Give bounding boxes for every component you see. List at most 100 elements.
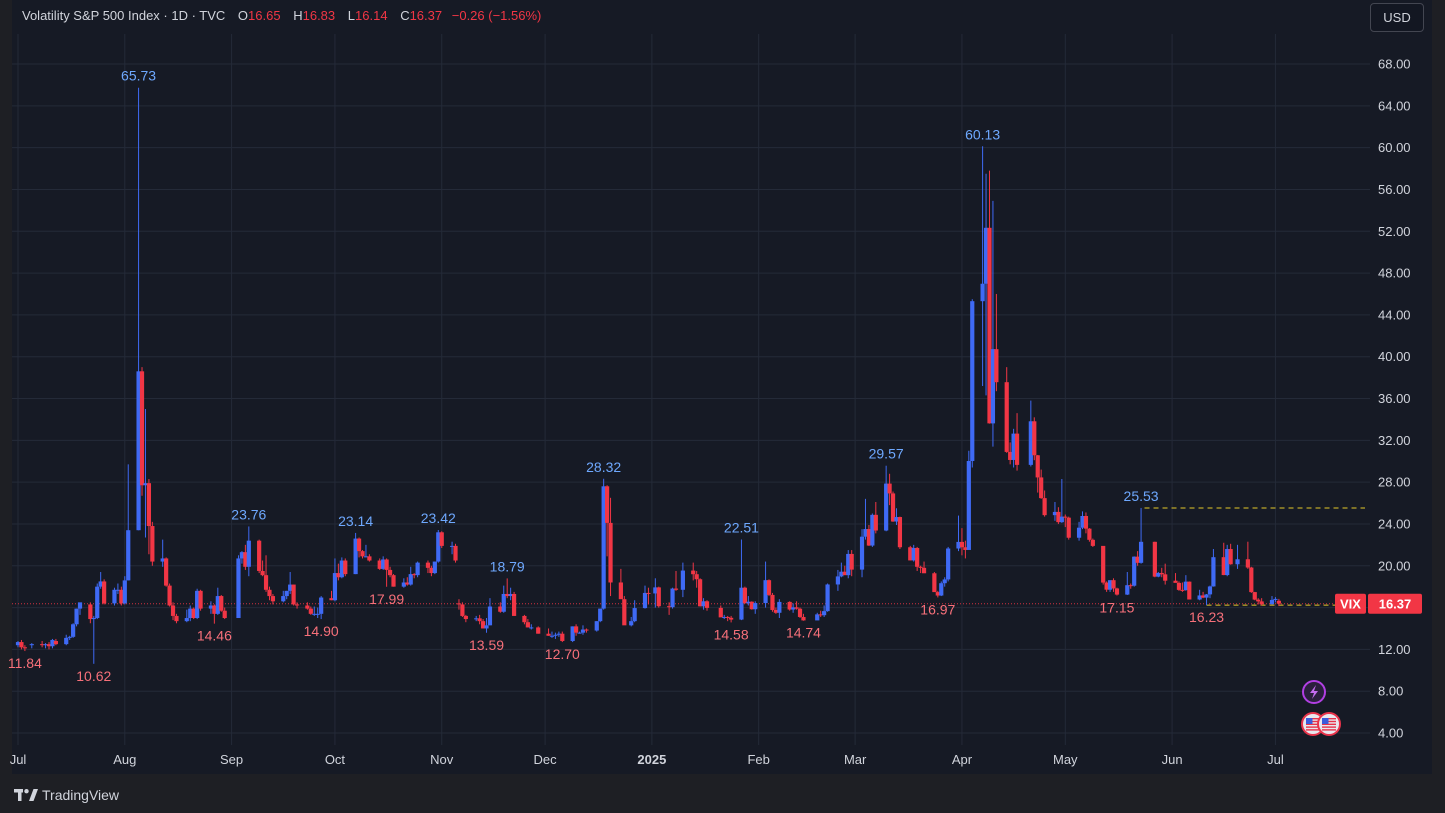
flag-stripe <box>1322 718 1336 720</box>
y-tick-label: 68.00 <box>1378 57 1411 72</box>
candle <box>1083 512 1089 534</box>
annotation-high: 65.73 <box>121 68 156 84</box>
candle-body <box>436 532 441 562</box>
event-icons[interactable] <box>1301 680 1341 736</box>
candle <box>508 587 513 601</box>
candle-body <box>859 536 865 570</box>
x-tick-label: Apr <box>952 752 973 767</box>
candle-body <box>315 613 320 615</box>
candle-body <box>160 558 165 562</box>
candle <box>939 581 944 597</box>
candle <box>894 508 899 525</box>
currency-button[interactable]: USD <box>1370 3 1424 32</box>
flag-stripe <box>1322 720 1336 723</box>
change-value: −0.26 (−1.56%) <box>451 8 542 23</box>
tradingview-branding[interactable]: TradingView <box>14 787 119 803</box>
candle-body <box>88 604 93 620</box>
candle <box>1249 566 1254 593</box>
lightning-event-icon[interactable] <box>1302 680 1326 704</box>
candle <box>1152 541 1157 578</box>
candle <box>729 615 734 623</box>
candle-body <box>505 593 510 597</box>
candle <box>112 587 117 606</box>
candle-body <box>598 608 603 622</box>
candle <box>408 566 413 586</box>
candle <box>815 612 820 621</box>
candle <box>770 592 775 612</box>
candle-body <box>911 547 916 561</box>
candle <box>739 539 744 621</box>
candle <box>329 590 334 601</box>
candle-body <box>842 571 847 576</box>
candle-body <box>50 639 55 647</box>
candle <box>1032 417 1037 461</box>
candle-body <box>956 541 961 549</box>
annotation-high: 60.13 <box>965 126 1000 142</box>
candle-body <box>1087 528 1092 540</box>
candle-body <box>1066 517 1071 538</box>
candle-body <box>19 642 24 648</box>
candle <box>64 634 69 646</box>
price-annotations: 11.84 10.62 65.73 14.46 23.76 14.90 23.14 17.99… <box>8 68 1224 684</box>
candle-body <box>863 529 868 537</box>
candle-body <box>46 644 52 647</box>
candle-body <box>749 601 754 610</box>
candle-body <box>246 540 251 567</box>
candle-body <box>1101 545 1106 583</box>
candle <box>257 539 262 574</box>
candle-body <box>618 582 623 600</box>
symbol-header: Volatility S&P 500 Index · 1D · TVC O16.… <box>22 8 541 23</box>
candle <box>1197 589 1202 601</box>
candle <box>839 562 844 578</box>
candle-body <box>212 605 217 614</box>
candle <box>646 587 651 605</box>
candle <box>1138 507 1144 564</box>
candle-body <box>281 596 286 602</box>
candle-body <box>115 589 121 591</box>
candle <box>1135 551 1140 566</box>
candle-body <box>291 584 296 605</box>
candle <box>391 574 396 587</box>
candle-body <box>408 574 413 585</box>
candle-body <box>474 618 479 620</box>
candle-body <box>1269 599 1275 605</box>
candle <box>529 624 534 630</box>
candle <box>598 608 603 623</box>
candle <box>195 588 200 620</box>
candle-body <box>381 559 386 569</box>
candle-body <box>98 581 103 587</box>
candle <box>102 579 107 605</box>
candle <box>19 639 24 650</box>
y-tick-label: 44.00 <box>1378 307 1411 322</box>
candle <box>432 561 437 575</box>
lightning-glyph <box>1310 685 1318 699</box>
chart-panel[interactable] <box>12 0 1432 774</box>
flag-canton <box>1306 718 1313 724</box>
candle <box>1256 598 1261 605</box>
symbol-title[interactable]: Volatility S&P 500 Index · 1D · TVC <box>22 8 226 23</box>
candle <box>1225 544 1230 577</box>
candle <box>1200 591 1206 599</box>
candle-body <box>174 615 179 622</box>
candle <box>773 607 779 614</box>
candle <box>480 619 486 629</box>
candle-body <box>71 624 76 637</box>
annotation-low: 12.70 <box>545 646 580 662</box>
y-axis[interactable]: 4.00 8.00 12.00 20.00 24.00 28.00 32.00 36.00 40… <box>1378 57 1411 741</box>
candle-body <box>646 592 651 594</box>
x-axis[interactable]: Jul Aug Sep Oct Nov Dec 2025 Feb Mar Apr May Jun Jul <box>10 752 1284 767</box>
candle <box>387 566 393 578</box>
candle <box>336 563 341 581</box>
us-flag-event-icon-2[interactable] <box>1317 712 1341 736</box>
candle-body <box>980 283 985 302</box>
annotation-low: 16.97 <box>920 601 955 617</box>
candle <box>415 561 420 578</box>
candle-body <box>560 633 565 642</box>
candle <box>863 498 868 540</box>
flag-stripe <box>1322 723 1336 725</box>
candle <box>946 546 951 582</box>
candle-body <box>243 552 248 567</box>
candle <box>835 569 841 591</box>
candle <box>887 473 892 506</box>
